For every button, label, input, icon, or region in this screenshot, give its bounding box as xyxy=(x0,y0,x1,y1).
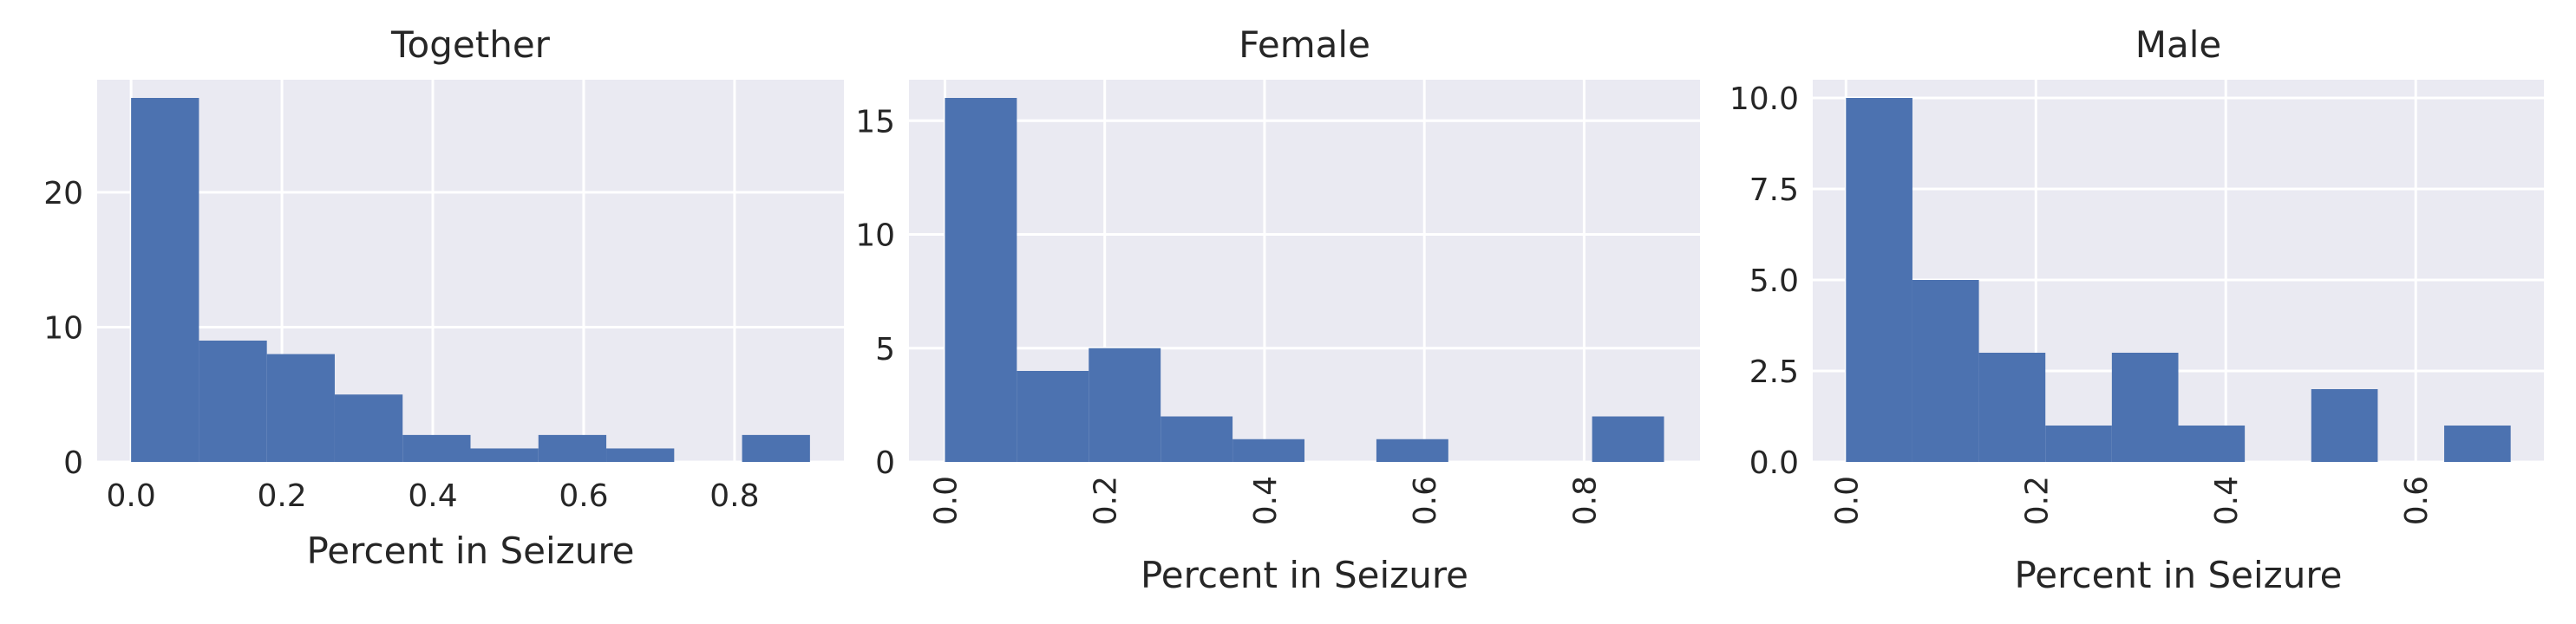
histogram-bar xyxy=(742,434,810,462)
histogram-bar xyxy=(131,98,199,462)
subplot-title: Together xyxy=(390,23,551,66)
histogram-bar xyxy=(2111,353,2179,462)
y-tick-label: 0 xyxy=(875,445,895,481)
histogram-bar xyxy=(1912,280,1979,462)
x-tick-label: 0.6 xyxy=(2399,476,2435,525)
x-tick-label: 0.6 xyxy=(559,478,608,514)
y-tick-label: 7.5 xyxy=(1749,172,1799,208)
histogram-bar xyxy=(1978,353,2046,462)
x-tick-label: 0.0 xyxy=(107,478,156,514)
x-tick-label: 0.0 xyxy=(928,476,964,525)
x-tick-label: 0.4 xyxy=(2209,476,2245,525)
y-tick-label: 5.0 xyxy=(1749,263,1799,299)
y-tick-label: 10.0 xyxy=(1729,81,1799,117)
x-axis-label: Percent in Seizure xyxy=(1141,554,1468,596)
histogram-bar xyxy=(2311,389,2378,462)
y-tick-label: 2.5 xyxy=(1749,354,1799,390)
histogram-bar xyxy=(1592,416,1664,462)
x-axis-label: Percent in Seizure xyxy=(2014,554,2342,596)
histogram-bar xyxy=(1376,439,1448,462)
y-tick-label: 10 xyxy=(43,310,83,346)
x-tick-label: 0.8 xyxy=(1567,476,1603,525)
y-tick-label: 0 xyxy=(63,445,83,481)
y-tick-label: 15 xyxy=(855,104,895,140)
y-tick-label: 10 xyxy=(855,218,895,254)
y-tick-label: 5 xyxy=(875,332,895,367)
histogram-bar xyxy=(402,434,471,462)
histogram-bar xyxy=(266,354,335,462)
subplot-title: Female xyxy=(1239,23,1370,66)
x-axis-label: Percent in Seizure xyxy=(306,530,634,572)
histogram-bar xyxy=(470,448,539,462)
histogram-bar xyxy=(1232,439,1304,462)
subplot-male: Male 0.0 2.5 5.0 7.5 10.0 0.0 0.2 0.4 0.6 Percent … xyxy=(1729,23,2544,596)
x-tick-label: 0.4 xyxy=(1248,476,1284,525)
histogram-bar xyxy=(334,394,403,462)
histogram-bar xyxy=(199,341,267,462)
subplot-together: Together 0 10 20 0.0 0.2 0.4 0.6 0.8 Percent in S… xyxy=(43,23,844,572)
x-tick-label: 0.0 xyxy=(1829,476,1865,525)
x-tick-label: 0.6 xyxy=(1408,476,1443,525)
y-tick-label: 0.0 xyxy=(1749,445,1799,481)
histogram-bar xyxy=(2178,426,2246,462)
subplot-female: Female 0 5 10 15 0.0 0.2 0.4 0.6 0.8 Percent in Se… xyxy=(855,23,1700,596)
x-tick-label: 0.2 xyxy=(1089,476,1124,525)
histogram-bar xyxy=(1017,371,1089,462)
y-tick-label: 20 xyxy=(43,176,83,211)
histogram-bar xyxy=(606,448,675,462)
histogram-bar xyxy=(1089,348,1161,462)
histogram-bar xyxy=(945,98,1017,462)
x-tick-label: 0.8 xyxy=(709,478,759,514)
histogram-bar xyxy=(2444,426,2511,462)
histogram-bar xyxy=(538,434,607,462)
x-tick-label: 0.4 xyxy=(408,478,457,514)
histogram-bar xyxy=(1846,98,1912,462)
x-tick-label: 0.2 xyxy=(2019,476,2055,525)
histogram-bar xyxy=(2045,426,2112,462)
histogram-bar xyxy=(1161,416,1233,462)
x-tick-label: 0.2 xyxy=(257,478,306,514)
subplot-title: Male xyxy=(2135,23,2221,66)
